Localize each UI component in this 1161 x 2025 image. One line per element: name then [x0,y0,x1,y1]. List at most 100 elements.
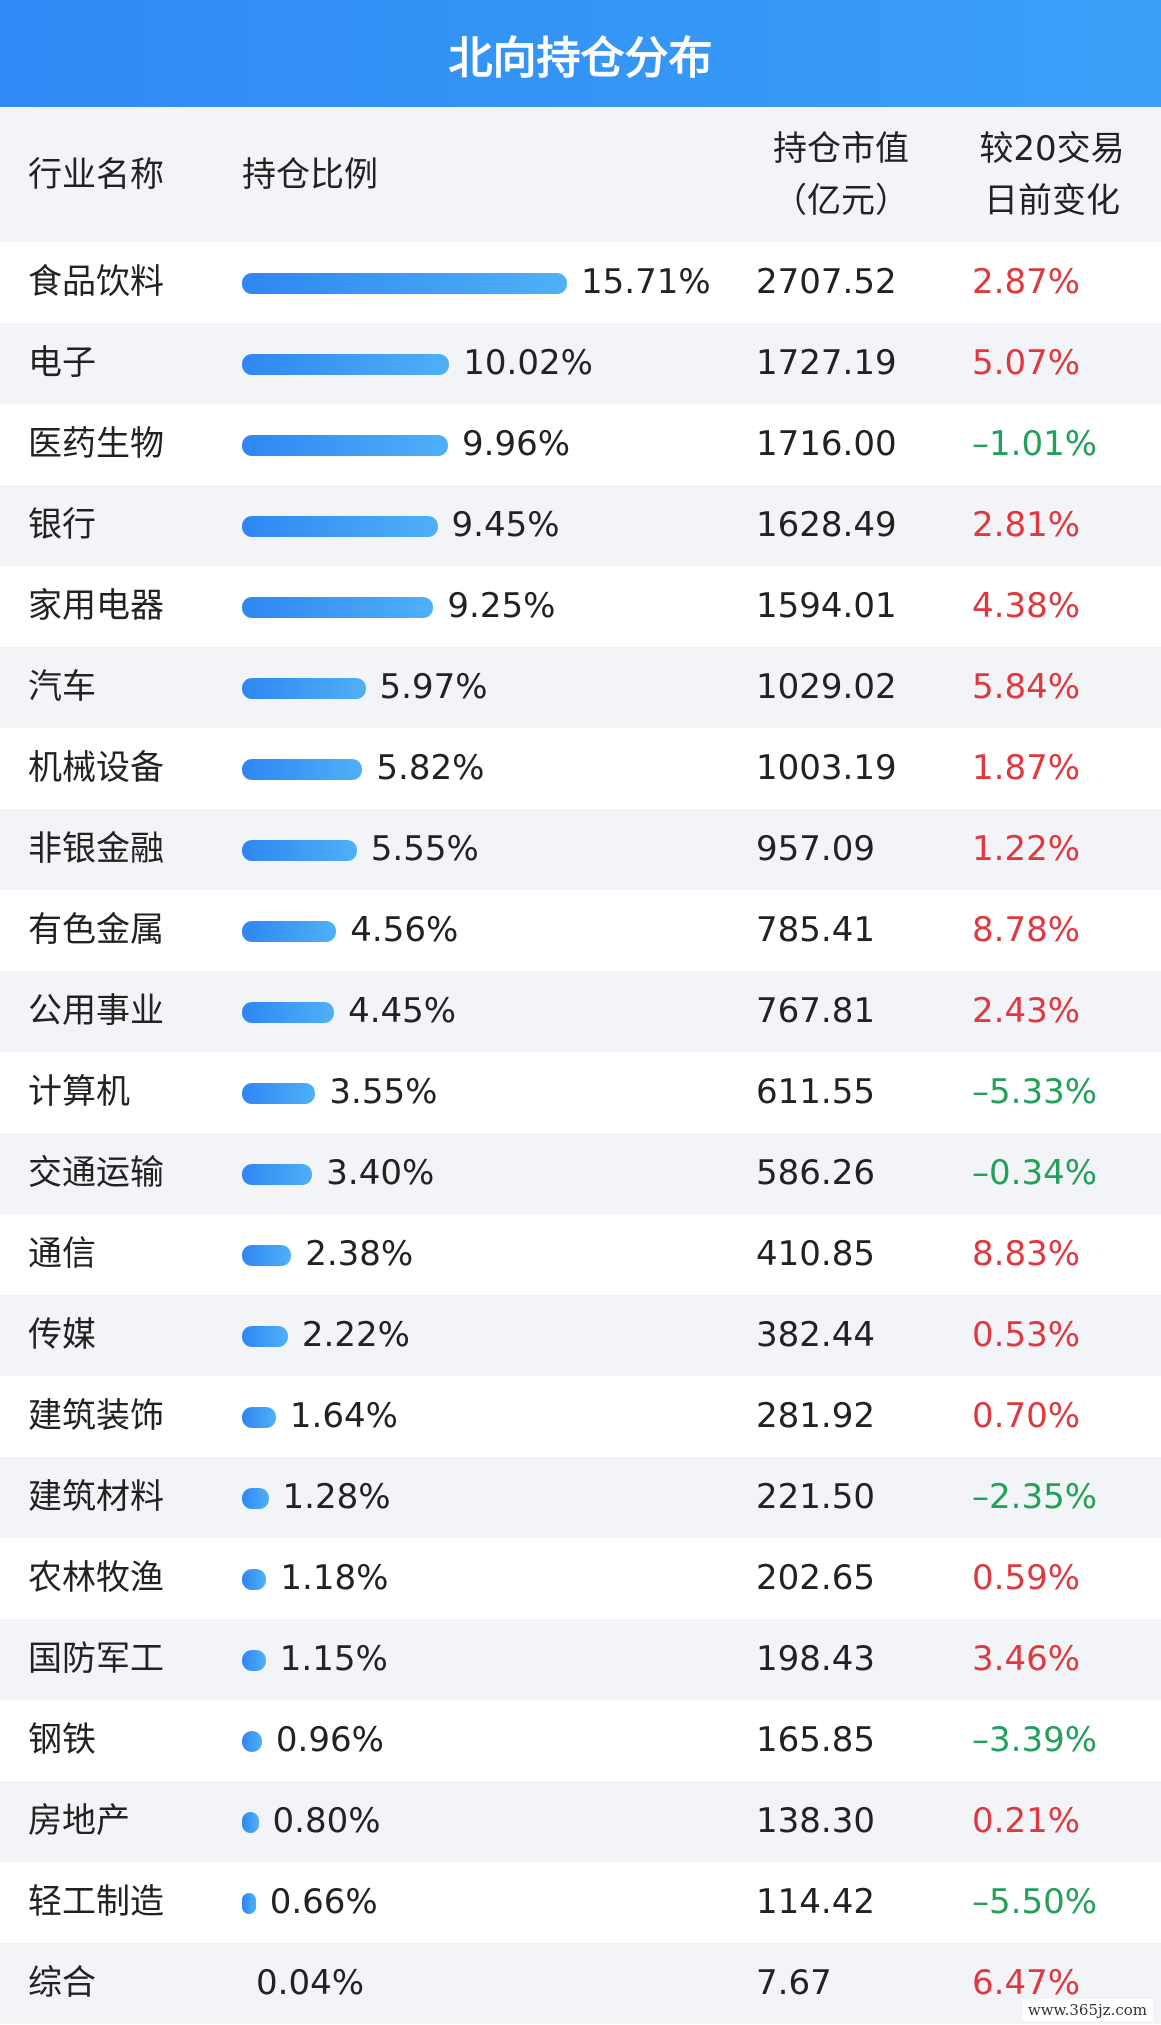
ratio-label: 1.15% [279,1639,388,1679]
table-row: 房地产 0.80% 138.30 0.21% [0,1781,1161,1862]
ratio-label: 0.80% [272,1801,381,1841]
market-value: 1029.02 [756,667,897,707]
ratio-bar [242,273,567,294]
market-value: 114.42 [756,1882,875,1922]
change-value: –0.34% [972,1153,1098,1193]
table-row: 公用事业 4.45% 767.81 2.43% [0,971,1161,1052]
market-value: 1727.19 [756,343,897,383]
ratio-label: 3.55% [329,1072,438,1112]
ratio-bar [242,678,366,699]
market-value: 202.65 [756,1558,875,1598]
market-value: 1003.19 [756,748,897,788]
industry-name: 医药生物 [28,424,164,464]
header-market-value-line1: 持仓市值 [773,129,909,169]
change-value: 2.43% [972,991,1081,1031]
ratio-bar [242,1245,292,1266]
market-value: 611.55 [756,1072,875,1112]
table-row: 传媒 2.22% 382.44 0.53% [0,1295,1161,1376]
ratio-bar [242,1002,335,1023]
ratio-bar [242,1650,266,1671]
ratio-label: 4.56% [350,910,459,950]
ratio-bar [242,354,450,375]
change-value: 0.70% [972,1396,1081,1436]
change-value: 5.84% [972,667,1081,707]
change-value: 0.21% [972,1801,1081,1841]
table-row: 家用电器 9.25% 1594.01 4.38% [0,566,1161,647]
table-header: 行业名称 持仓比例 持仓市值 （亿元） 较20交易 日前变化 [0,107,1161,242]
change-value: 1.87% [972,748,1081,788]
header-holding-ratio: 持仓比例 [242,155,378,195]
market-value: 281.92 [756,1396,875,1436]
market-value: 221.50 [756,1477,875,1517]
ratio-label: 3.40% [326,1153,435,1193]
table-row: 汽车 5.97% 1029.02 5.84% [0,647,1161,728]
ratio-bar [242,1812,259,1833]
header-market-value: 持仓市值 （亿元） [756,123,926,227]
market-value: 785.41 [756,910,875,950]
header-industry-name: 行业名称 [28,155,164,195]
ratio-label: 1.18% [280,1558,389,1598]
market-value: 198.43 [756,1639,875,1679]
ratio-label: 4.45% [348,991,457,1031]
table-row: 电子 10.02% 1727.19 5.07% [0,323,1161,404]
table-row: 交通运输 3.40% 586.26 –0.34% [0,1133,1161,1214]
change-value: –3.39% [972,1720,1098,1760]
table-row: 综合 0.04% 7.67 6.47% [0,1943,1161,2024]
change-value: 6.47% [972,1963,1081,2003]
market-value: 957.09 [756,829,875,869]
chart-title: 北向持仓分布 [0,0,1161,107]
change-value: 1.22% [972,829,1081,869]
industry-name: 交通运输 [28,1153,164,1193]
market-value: 410.85 [756,1234,875,1274]
ratio-bar [242,435,448,456]
ratio-label: 9.45% [451,505,560,545]
market-value: 7.67 [756,1963,832,2003]
change-value: 2.81% [972,505,1081,545]
industry-name: 综合 [28,1963,96,2003]
market-value: 138.30 [756,1801,875,1841]
industry-name: 食品饮料 [28,262,164,302]
change-value: –1.01% [972,424,1098,464]
table-row: 轻工制造 0.66% 114.42 –5.50% [0,1862,1161,1943]
ratio-bar [242,1407,276,1428]
industry-name: 传媒 [28,1315,96,1355]
industry-name: 农林牧渔 [28,1558,164,1598]
ratio-bar [242,516,438,537]
industry-name: 非银金融 [28,829,164,869]
market-value: 586.26 [756,1153,875,1193]
ratio-label: 9.96% [462,424,571,464]
ratio-bar [242,1164,313,1185]
table-row: 机械设备 5.82% 1003.19 1.87% [0,728,1161,809]
ratio-label: 0.04% [256,1963,365,2003]
ratio-bar [242,759,363,780]
ratio-label: 1.28% [282,1477,391,1517]
ratio-label: 5.55% [370,829,479,869]
market-value: 767.81 [756,991,875,1031]
industry-name: 有色金属 [28,910,164,950]
change-value: 5.07% [972,343,1081,383]
industry-name: 轻工制造 [28,1882,164,1922]
ratio-label: 2.38% [305,1234,414,1274]
header-change-line1: 较20交易 [979,129,1125,169]
industry-name: 建筑装饰 [28,1396,164,1436]
change-value: 3.46% [972,1639,1081,1679]
table-row: 银行 9.45% 1628.49 2.81% [0,485,1161,566]
ratio-label: 0.66% [269,1882,378,1922]
market-value: 1716.00 [756,424,897,464]
table-row: 建筑装饰 1.64% 281.92 0.70% [0,1376,1161,1457]
header-change-line2: 日前变化 [984,181,1120,221]
change-value: 8.78% [972,910,1081,950]
ratio-label: 0.96% [275,1720,384,1760]
market-value: 382.44 [756,1315,875,1355]
ratio-bar [242,1083,316,1104]
table-row: 国防军工 1.15% 198.43 3.46% [0,1619,1161,1700]
header-change: 较20交易 日前变化 [962,123,1142,227]
industry-name: 国防军工 [28,1639,164,1679]
table-body: 食品饮料 15.71% 2707.52 2.87% 电子 10.02% 1727.19 5.0… [0,242,1161,2024]
ratio-bar [242,921,337,942]
table-row: 农林牧渔 1.18% 202.65 0.59% [0,1538,1161,1619]
table-row: 有色金属 4.56% 785.41 8.78% [0,890,1161,971]
market-value: 2707.52 [756,262,897,302]
ratio-bar [242,1326,288,1347]
change-value: 8.83% [972,1234,1081,1274]
